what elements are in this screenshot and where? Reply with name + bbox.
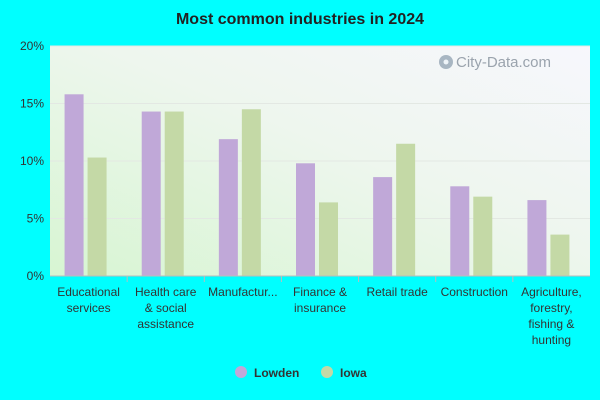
- grid: [50, 45, 590, 219]
- category-label: Finance &: [293, 285, 347, 299]
- category-label: & social: [145, 301, 187, 315]
- y-tick-label: 0%: [27, 269, 45, 283]
- category-label: hunting: [532, 333, 571, 347]
- category-labels: Educational services Health care & social as…: [57, 285, 582, 347]
- bar-iowa[interactable]: [241, 109, 261, 276]
- category-label: Agriculture,: [521, 285, 582, 299]
- bar-lowden[interactable]: [296, 163, 315, 276]
- bar-lowden[interactable]: [141, 111, 161, 276]
- x-axis-ticks: [126, 276, 514, 282]
- bar-lowden[interactable]: [218, 139, 238, 276]
- category-label: forestry,: [530, 301, 572, 315]
- watermark-text: City-Data.com: [456, 54, 551, 71]
- legend: Lowden Iowa: [235, 366, 367, 380]
- bar-iowa[interactable]: [87, 157, 107, 276]
- bar-iowa[interactable]: [164, 111, 184, 276]
- bar-iowa[interactable]: [473, 196, 493, 276]
- category-label: Construction: [441, 285, 508, 299]
- category-label: Manufactur...: [208, 285, 277, 299]
- bar-iowa[interactable]: [550, 234, 570, 276]
- bar-iowa[interactable]: [319, 202, 338, 276]
- legend-swatch-iowa: [321, 366, 333, 378]
- y-tick-label: 15%: [20, 97, 44, 111]
- category-label: Retail trade: [366, 285, 428, 299]
- category-label: Educational: [57, 285, 120, 299]
- y-tick-label: 5%: [27, 212, 45, 226]
- chart-title: Most common industries in 2024: [176, 11, 424, 28]
- bar-lowden[interactable]: [450, 186, 470, 276]
- bar-lowden[interactable]: [64, 94, 84, 276]
- y-tick-label: 10%: [20, 154, 44, 168]
- legend-label-lowden: Lowden: [254, 366, 299, 380]
- category-label: fishing &: [528, 317, 574, 331]
- category-label: Health care: [135, 285, 197, 299]
- category-label: assistance: [137, 317, 194, 331]
- y-axis-ticks: 0% 5% 10% 15% 20%: [20, 39, 44, 283]
- bar-iowa[interactable]: [396, 143, 416, 276]
- legend-swatch-lowden: [235, 366, 247, 378]
- y-tick-label: 20%: [20, 39, 44, 53]
- watermark: City-Data.com: [439, 54, 551, 71]
- bar-lowden[interactable]: [373, 177, 393, 276]
- bar-lowden[interactable]: [527, 200, 547, 276]
- category-label: insurance: [294, 301, 346, 315]
- bars: [64, 94, 570, 276]
- legend-label-iowa: Iowa: [340, 366, 367, 380]
- category-label: services: [67, 301, 111, 315]
